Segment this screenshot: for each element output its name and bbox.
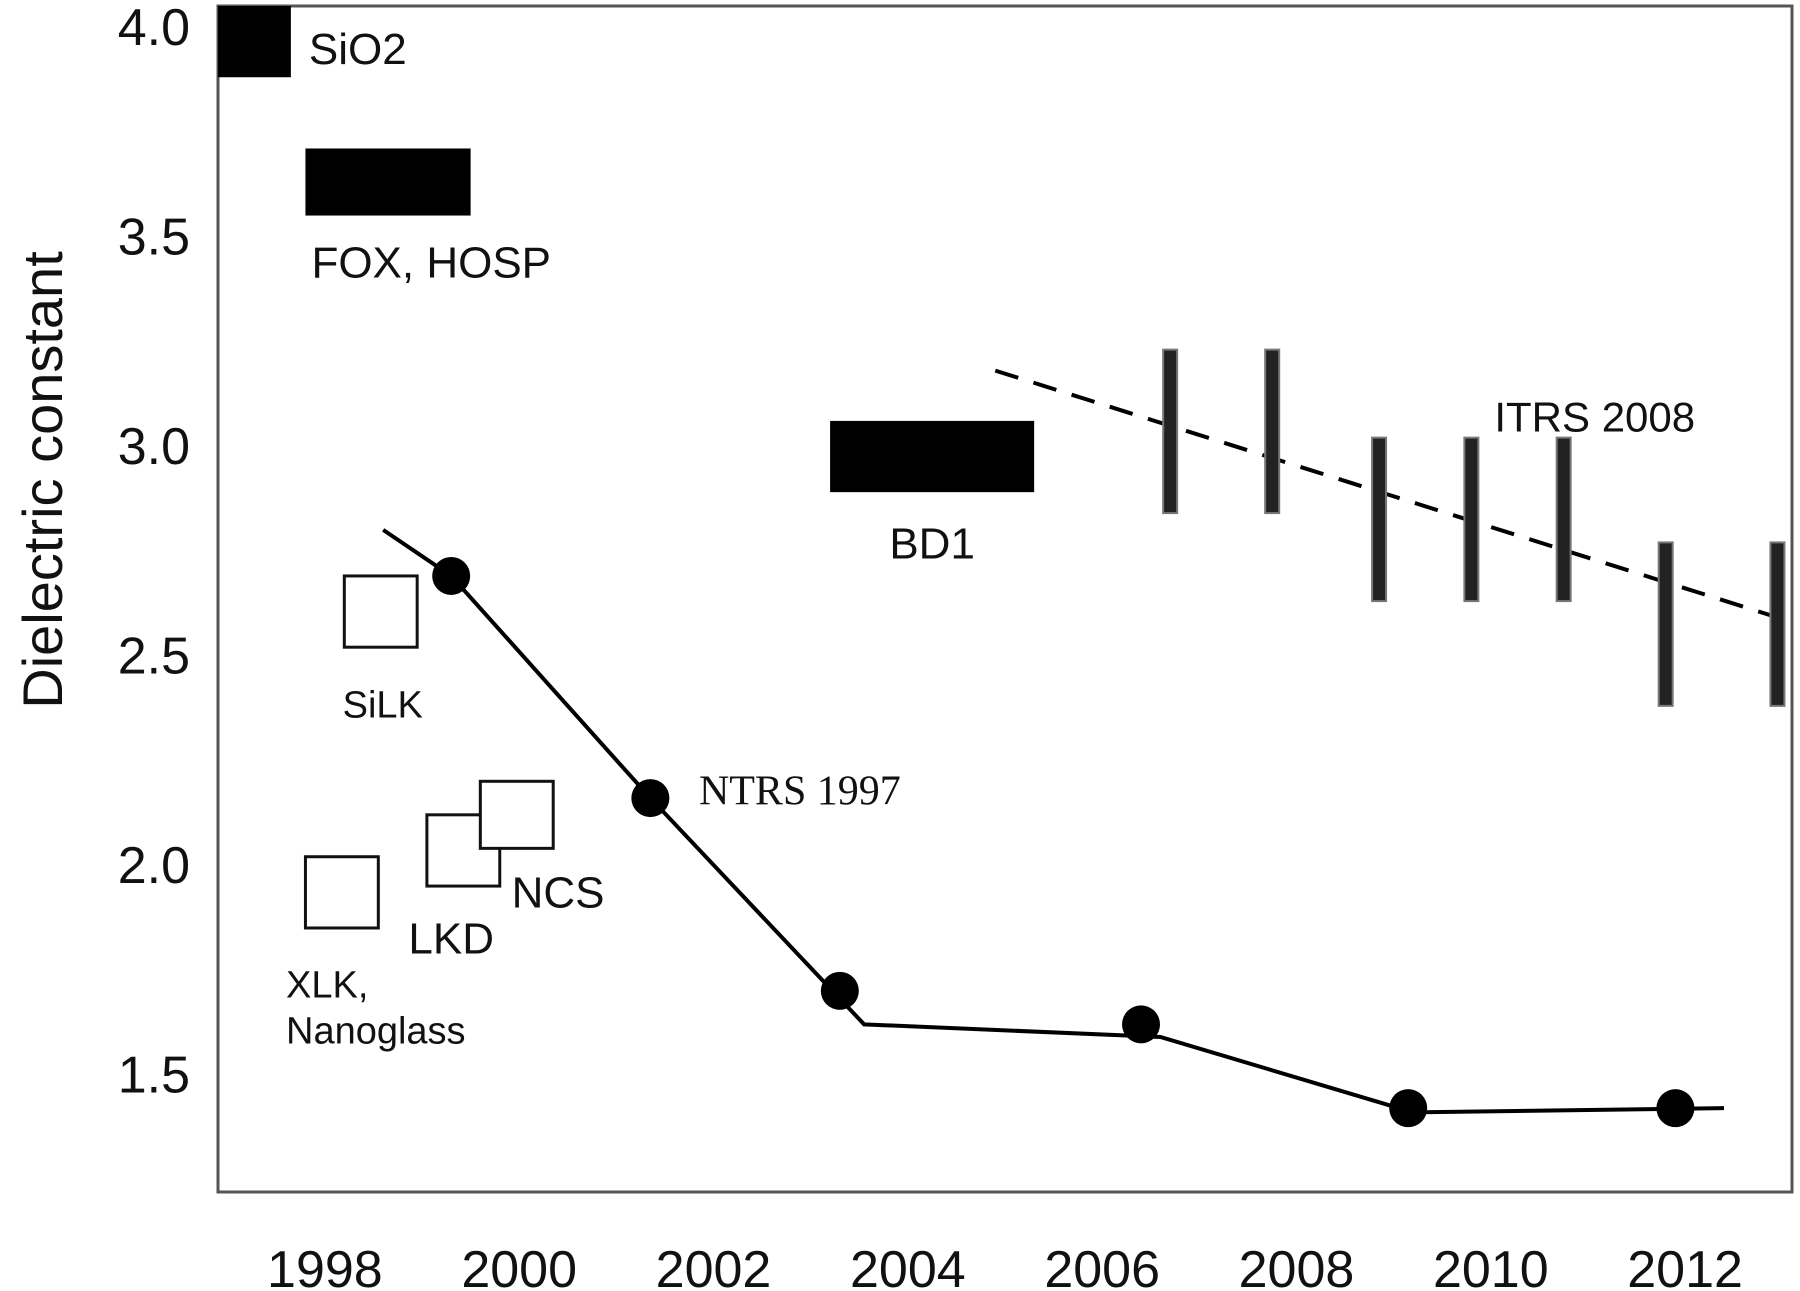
material-label-fox-hosp: FOX, HOSP [311, 239, 551, 288]
series-range-bar-itrs-2008-2 [1371, 436, 1388, 603]
y-tick-label-4-0: 4.0 [118, 0, 190, 57]
material-bar-fox-hosp [305, 148, 471, 216]
series-range-bar-itrs-2008-1 [1264, 348, 1281, 515]
y-axis-title: Dielectric constant [11, 251, 74, 709]
series-point-ntrs-1997-2 [820, 971, 859, 1010]
series-label-itrs-2008: ITRS 2008 [1494, 394, 1695, 441]
series-range-bar-itrs-2008-3 [1463, 436, 1480, 603]
y-tick-label-3-5: 3.5 [118, 208, 190, 266]
series-line-ntrs-1997 [382, 528, 1725, 1115]
series-range-bar-itrs-2008-0 [1162, 348, 1179, 515]
material-label-xlk: XLK, [286, 964, 368, 1006]
x-tick-label-2012: 2012 [1627, 1241, 1743, 1291]
material-label-bd1: BD1 [889, 519, 975, 568]
series-point-ntrs-1997-0 [432, 556, 471, 595]
y-tick-label-2-5: 2.5 [118, 628, 190, 686]
material-bar-bd1 [830, 420, 1035, 493]
series-point-ntrs-1997-5 [1656, 1089, 1695, 1128]
material-box-silk [342, 574, 419, 649]
plot-area-frame [216, 4, 1794, 1194]
material-label-lkd: LKD [408, 914, 494, 963]
material-label-nanoglass: Nanoglass [286, 1011, 466, 1053]
y-tick-label-3-0: 3.0 [118, 418, 190, 476]
material-box-lkd [425, 813, 502, 888]
series-point-ntrs-1997-1 [631, 779, 670, 818]
material-label-silk: SiLK [343, 685, 423, 727]
material-label-ncs: NCS [512, 868, 605, 917]
y-tick-label-1-5: 1.5 [118, 1047, 190, 1105]
x-tick-label-2004: 2004 [850, 1241, 966, 1291]
material-bar-sio2 [218, 6, 291, 78]
x-tick-label-1998: 1998 [267, 1241, 383, 1291]
series-range-bar-itrs-2008-6 [1769, 541, 1786, 707]
x-tick-label-2002: 2002 [656, 1241, 772, 1291]
x-tick-label-2010: 2010 [1433, 1241, 1549, 1291]
series-point-ntrs-1997-3 [1122, 1005, 1161, 1044]
series-label-ntrs-1997: NTRS 1997 [699, 769, 901, 815]
material-box-xlk-nanoglass [303, 855, 380, 930]
series-range-bar-itrs-2008-4 [1555, 436, 1572, 603]
x-tick-label-2000: 2000 [461, 1241, 577, 1291]
series-range-bar-itrs-2008-5 [1657, 541, 1674, 707]
x-tick-label-2006: 2006 [1044, 1241, 1160, 1291]
series-point-ntrs-1997-4 [1389, 1089, 1428, 1128]
x-tick-label-2008: 2008 [1239, 1241, 1355, 1291]
y-tick-label-2-0: 2.0 [118, 837, 190, 895]
material-box-ncs [478, 779, 555, 850]
material-label-sio2: SiO2 [309, 25, 407, 74]
